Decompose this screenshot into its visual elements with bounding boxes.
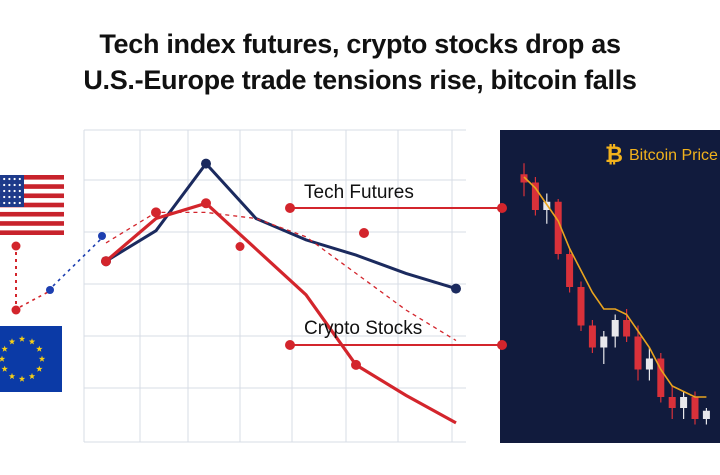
candle-body: [623, 320, 631, 337]
series-2-point: [235, 242, 245, 251]
series-3-point: [151, 207, 161, 218]
series-2-point: [201, 198, 211, 209]
bitcoin-logo-icon: ₿: [605, 142, 623, 167]
candle-body: [577, 287, 585, 326]
eu-flag-icon: [0, 326, 62, 392]
bitcoin-price-line: [523, 176, 707, 398]
flag-connectors: [11, 232, 106, 315]
svg-text:₿: ₿: [605, 142, 623, 167]
series-2-point: [101, 256, 111, 267]
line-chart: [101, 158, 461, 425]
series-line-3: [105, 211, 457, 342]
series-2-point: [359, 228, 369, 238]
series-line-1: [105, 161, 457, 291]
candle-body: [600, 336, 608, 348]
crypto-stocks-label: Crypto Stocks: [304, 318, 422, 339]
candle-body: [520, 174, 528, 183]
candle-body: [645, 358, 653, 370]
candle-body: [588, 325, 596, 348]
headline-line-1: Tech index futures, crypto stocks drop a…: [99, 29, 621, 59]
headline: Tech index futures, crypto stocks drop a…: [0, 26, 720, 98]
candle-body: [680, 397, 688, 408]
bitcoin-price-label: Bitcoin Price: [629, 147, 718, 164]
series-1-point: [451, 283, 461, 294]
bitcoin-candlestick-chart: [520, 163, 710, 425]
candle-body: [657, 358, 665, 397]
candle-body: [531, 182, 539, 210]
candle-body: [691, 397, 699, 419]
series-line-2: [104, 201, 457, 425]
candle-body: [554, 201, 562, 254]
series-2-point: [351, 359, 361, 370]
series-1-point: [201, 158, 211, 169]
candle-body: [668, 397, 676, 408]
candle-body: [702, 410, 710, 419]
candle-body: [566, 254, 574, 287]
us-flag-icon: [0, 175, 64, 235]
candle-body: [634, 336, 642, 370]
candle-body: [611, 320, 619, 337]
panel-connectors: [290, 203, 507, 350]
tech-futures-label: Tech Futures: [304, 182, 414, 203]
bitcoin-panel: [500, 130, 720, 443]
headline-line-2: U.S.-Europe trade tensions rise, bitcoin…: [83, 65, 637, 95]
